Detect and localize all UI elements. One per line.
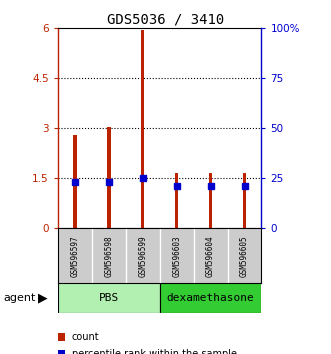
Bar	[209, 173, 212, 228]
Text: PBS: PBS	[99, 293, 119, 303]
Bar	[160, 283, 261, 313]
Text: count: count	[72, 332, 99, 342]
Bar	[107, 127, 111, 228]
Text: GSM596605: GSM596605	[240, 235, 249, 276]
Text: GSM596604: GSM596604	[206, 235, 215, 276]
Bar	[58, 283, 160, 313]
Text: GSM596603: GSM596603	[172, 235, 181, 276]
Text: percentile rank within the sample: percentile rank within the sample	[72, 349, 237, 354]
Text: GSM596599: GSM596599	[138, 235, 147, 276]
Bar	[141, 30, 144, 228]
Text: GSM596598: GSM596598	[104, 235, 113, 276]
Bar	[175, 173, 178, 228]
Bar	[243, 173, 246, 228]
Text: dexamethasone: dexamethasone	[167, 293, 255, 303]
Bar	[73, 135, 76, 228]
Text: agent: agent	[3, 293, 36, 303]
Text: GSM596597: GSM596597	[71, 235, 79, 276]
Text: ▶: ▶	[38, 292, 48, 305]
Text: GDS5036 / 3410: GDS5036 / 3410	[107, 12, 224, 27]
